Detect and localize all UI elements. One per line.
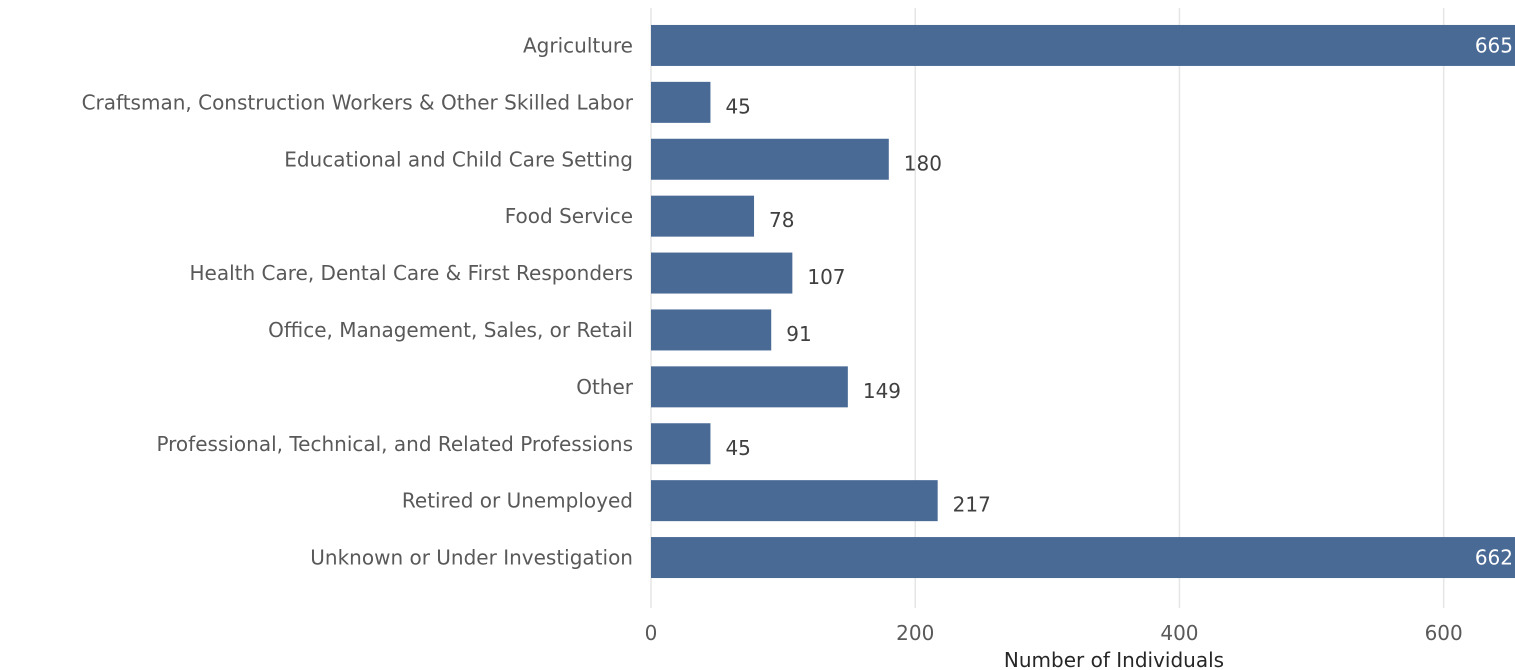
data-label: 217 [953, 493, 991, 517]
data-label: 107 [807, 265, 845, 289]
category-label: Office, Management, Sales, or Retail [268, 318, 633, 342]
data-label: 78 [769, 208, 794, 232]
x-tick-label: 600 [1425, 621, 1463, 645]
bar [651, 366, 848, 408]
data-label: 45 [725, 94, 750, 118]
category-label: Unknown or Under Investigation [310, 546, 633, 570]
x-axis-ticks: 0 200 400 600 [645, 621, 1463, 645]
category-label: Other [576, 375, 634, 399]
category-label: Retired or Unemployed [402, 489, 633, 513]
category-label: Educational and Child Care Setting [284, 147, 633, 171]
bars [651, 24, 1515, 579]
bar [651, 423, 711, 465]
bar [651, 309, 772, 351]
category-label: Food Service [505, 204, 633, 228]
category-label: Professional, Technical, and Related Pro… [156, 432, 633, 456]
bar [651, 138, 889, 180]
data-label: 180 [904, 151, 942, 175]
category-label: Craftsman, Construction Workers & Other … [82, 90, 634, 114]
x-tick-label: 400 [1160, 621, 1198, 645]
data-label: 662 [1475, 546, 1513, 570]
x-tick-label: 0 [645, 621, 658, 645]
bar [651, 195, 755, 237]
bar [651, 81, 711, 123]
data-label: 45 [725, 436, 750, 460]
bar [651, 252, 793, 294]
bar [651, 537, 1515, 579]
bar [651, 24, 1515, 66]
category-label: Health Care, Dental Care & First Respond… [190, 261, 634, 285]
data-label: 91 [786, 322, 811, 346]
category-labels: Agriculture Craftsman, Construction Worke… [82, 33, 634, 569]
category-label: Agriculture [523, 33, 633, 57]
data-labels: 665 45 180 78 107 91 149 45 217 662 [725, 33, 1513, 569]
data-label: 149 [863, 379, 901, 403]
x-tick-label: 200 [896, 621, 934, 645]
data-label: 665 [1475, 33, 1513, 57]
bar [651, 480, 938, 522]
x-axis-title: Number of Individuals [1004, 648, 1224, 670]
